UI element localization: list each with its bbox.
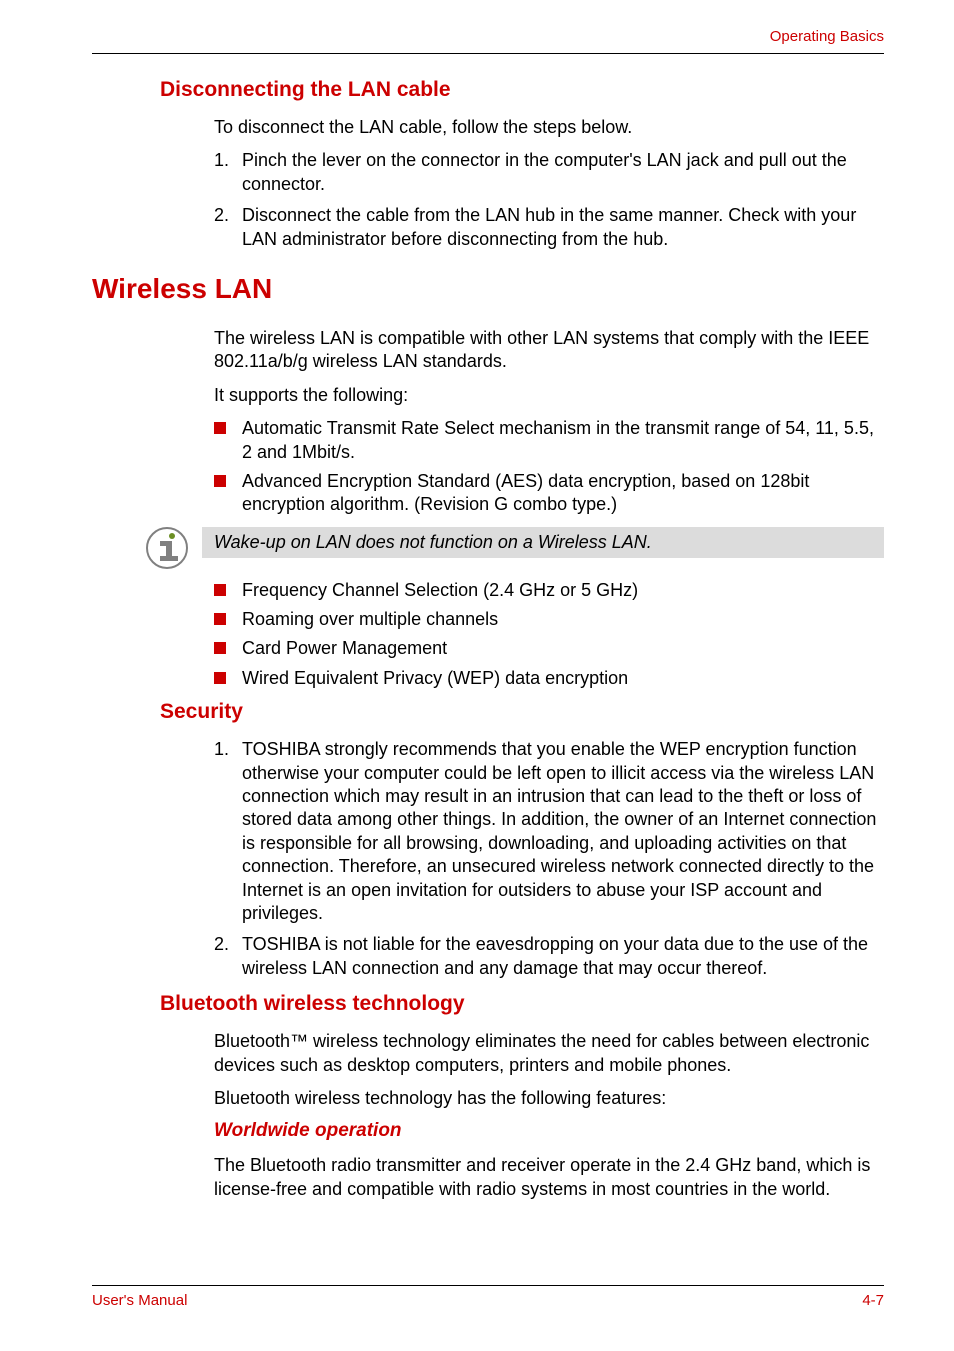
list-item: Automatic Transmit Rate Select mechanism… xyxy=(214,417,884,464)
wireless-bullets-1: Automatic Transmit Rate Select mechanism… xyxy=(214,417,884,517)
list-text: Disconnect the cable from the LAN hub in… xyxy=(242,204,884,251)
list-item: 1. TOSHIBA strongly recommends that you … xyxy=(214,738,884,925)
header-section-label: Operating Basics xyxy=(92,28,884,45)
bluetooth-p1: Bluetooth™ wireless technology eliminate… xyxy=(214,1030,884,1077)
list-text: Roaming over multiple channels xyxy=(242,608,884,631)
list-item: Card Power Management xyxy=(214,637,884,660)
list-item: Frequency Channel Selection (2.4 GHz or … xyxy=(214,579,884,602)
footer-left: User's Manual xyxy=(92,1292,187,1309)
list-item: 1. Pinch the lever on the connector in t… xyxy=(214,149,884,196)
note-callout: Wake-up on LAN does not function on a Wi… xyxy=(132,527,884,569)
worldwide-p: The Bluetooth radio transmitter and rece… xyxy=(214,1154,884,1201)
security-steps: 1. TOSHIBA strongly recommends that you … xyxy=(214,738,884,980)
list-text: Pinch the lever on the connector in the … xyxy=(242,149,884,196)
heading-disconnect-lan: Disconnecting the LAN cable xyxy=(160,78,884,102)
list-number: 1. xyxy=(214,149,242,196)
list-item: 2. TOSHIBA is not liable for the eavesdr… xyxy=(214,933,884,980)
list-text: Wired Equivalent Privacy (WEP) data encr… xyxy=(242,667,884,690)
disconnect-intro: To disconnect the LAN cable, follow the … xyxy=(214,116,884,139)
wireless-p1: The wireless LAN is compatible with othe… xyxy=(214,327,884,374)
list-item: Wired Equivalent Privacy (WEP) data encr… xyxy=(214,667,884,690)
heading-bluetooth: Bluetooth wireless technology xyxy=(160,992,884,1016)
list-text: Frequency Channel Selection (2.4 GHz or … xyxy=(242,579,884,602)
heading-wireless-lan: Wireless LAN xyxy=(92,273,884,305)
page-content: Operating Basics Disconnecting the LAN c… xyxy=(0,0,954,1201)
footer-page-number: 4-7 xyxy=(862,1292,884,1309)
header-rule xyxy=(92,53,884,54)
wireless-bullets-2: Frequency Channel Selection (2.4 GHz or … xyxy=(214,579,884,691)
info-icon xyxy=(132,527,202,569)
footer-rule xyxy=(92,1285,884,1286)
list-text: Automatic Transmit Rate Select mechanism… xyxy=(242,417,884,464)
list-item: Advanced Encryption Standard (AES) data … xyxy=(214,470,884,517)
page-footer: User's Manual 4-7 xyxy=(92,1285,884,1309)
note-text: Wake-up on LAN does not function on a Wi… xyxy=(202,527,884,558)
square-bullet-icon xyxy=(214,608,242,631)
list-text: TOSHIBA is not liable for the eavesdropp… xyxy=(242,933,884,980)
square-bullet-icon xyxy=(214,579,242,602)
list-text: Card Power Management xyxy=(242,637,884,660)
list-number: 2. xyxy=(214,933,242,980)
heading-worldwide-operation: Worldwide operation xyxy=(214,1120,884,1142)
heading-security: Security xyxy=(160,700,884,724)
list-item: 2. Disconnect the cable from the LAN hub… xyxy=(214,204,884,251)
list-text: TOSHIBA strongly recommends that you ena… xyxy=(242,738,884,925)
square-bullet-icon xyxy=(214,417,242,464)
list-number: 1. xyxy=(214,738,242,925)
bluetooth-p2: Bluetooth wireless technology has the fo… xyxy=(214,1087,884,1110)
square-bullet-icon xyxy=(214,470,242,517)
list-item: Roaming over multiple channels xyxy=(214,608,884,631)
square-bullet-icon xyxy=(214,637,242,660)
disconnect-steps: 1. Pinch the lever on the connector in t… xyxy=(214,149,884,251)
list-text: Advanced Encryption Standard (AES) data … xyxy=(242,470,884,517)
wireless-p2: It supports the following: xyxy=(214,384,884,407)
square-bullet-icon xyxy=(214,667,242,690)
list-number: 2. xyxy=(214,204,242,251)
